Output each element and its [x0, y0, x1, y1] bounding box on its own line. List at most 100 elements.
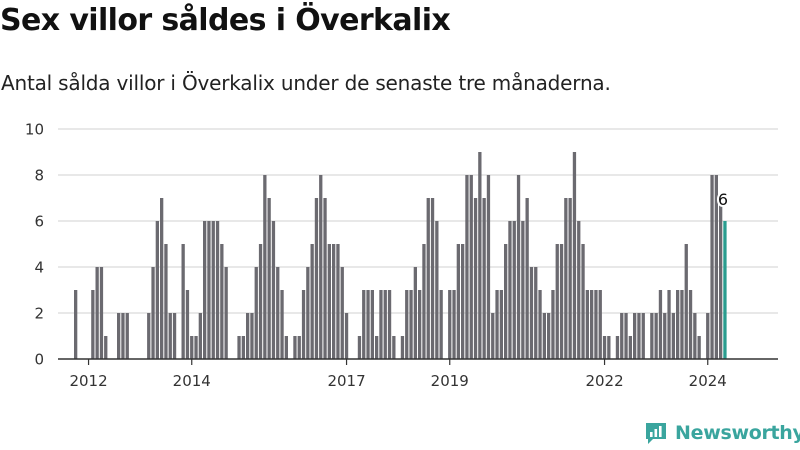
brand-logo: Newsworthy: [644, 421, 800, 445]
bar: [207, 221, 211, 359]
bar: [448, 290, 452, 359]
bar: [172, 313, 177, 359]
bar: [572, 152, 577, 359]
bar: [155, 221, 159, 359]
bar: [409, 290, 413, 359]
bar: [499, 290, 503, 359]
bar: [529, 267, 534, 359]
bar: [602, 336, 607, 359]
bar: [521, 221, 525, 359]
bar: [181, 244, 185, 359]
bar: [375, 336, 379, 359]
bar: [271, 221, 276, 359]
data-labels: 66: [716, 188, 730, 211]
bar: [486, 175, 491, 359]
bar: [590, 290, 594, 359]
bar: [125, 313, 129, 359]
bar: [650, 313, 654, 359]
bar: [542, 313, 546, 359]
bar: [323, 198, 327, 359]
bar: [658, 290, 663, 359]
bar: [405, 290, 409, 359]
chart-subtitle: Antal sålda villor i Överkalix under de …: [1, 71, 611, 95]
bar: [697, 336, 701, 359]
y-tick-label: 8: [34, 167, 44, 185]
bar: [198, 313, 202, 359]
bar: [314, 198, 319, 359]
x-tick-label: 2022: [585, 372, 623, 390]
axes: 0 2 4 6 8 10 2012 2014 2017 2019 2022 2024: [25, 121, 778, 390]
bar: [465, 175, 469, 359]
bar: [663, 313, 667, 359]
bar: [676, 290, 680, 359]
bar: [607, 336, 611, 359]
bar: [654, 313, 658, 359]
bar: [684, 244, 688, 359]
bar: [211, 221, 215, 359]
newsworthy-logo-icon: [646, 423, 666, 444]
bar: [220, 244, 224, 359]
bar: [568, 198, 572, 359]
bar: [357, 336, 362, 359]
bar: [151, 267, 155, 359]
bar: [91, 290, 95, 359]
bar: [473, 198, 478, 359]
bar: [495, 290, 499, 359]
bar: [379, 290, 383, 359]
bar: [585, 290, 589, 359]
bar: [478, 152, 482, 359]
chart-title: Sex villor såldes i Överkalix: [0, 3, 451, 38]
bar: [306, 267, 310, 359]
bar: [469, 175, 473, 359]
bar: [439, 290, 443, 359]
bar: [418, 290, 422, 359]
bar: [280, 290, 284, 359]
x-tick-label: 2012: [69, 372, 107, 390]
bar: [435, 221, 439, 359]
bar: [160, 198, 164, 359]
bar: [366, 290, 370, 359]
bar: [637, 313, 641, 359]
bar: [117, 313, 121, 359]
bar: [246, 313, 250, 359]
bar: [258, 244, 263, 359]
bar: [319, 175, 323, 359]
bar: [710, 175, 714, 359]
bar: [284, 336, 288, 359]
bar: [254, 267, 258, 359]
bar: [74, 290, 78, 359]
bar: [482, 198, 486, 359]
bar: [185, 290, 190, 359]
bar: [628, 336, 632, 359]
bar: [624, 313, 628, 359]
bar: [508, 221, 512, 359]
bar: [370, 290, 374, 359]
bar: [224, 267, 228, 359]
bar: [719, 198, 723, 359]
bar: [706, 313, 710, 359]
bar: [241, 336, 245, 359]
bar: [95, 267, 99, 359]
bar: [581, 244, 585, 359]
bar: [430, 198, 435, 359]
bar: [340, 267, 344, 359]
bar: [615, 336, 620, 359]
bar: [344, 313, 349, 359]
bar: [237, 336, 241, 359]
bar: [525, 198, 529, 359]
bar: [555, 244, 559, 359]
x-tick-label: 2019: [431, 372, 469, 390]
bar: [267, 198, 271, 359]
bar: [504, 244, 508, 359]
bar: [633, 313, 637, 359]
bar: [327, 244, 331, 359]
bar: [413, 267, 417, 359]
bar: [577, 221, 581, 359]
bar: [263, 175, 267, 359]
bar: [276, 267, 280, 359]
bar: [564, 198, 568, 359]
bar: [534, 267, 538, 359]
bar-latest: [723, 221, 727, 359]
bar: [99, 267, 104, 359]
bar: [641, 313, 645, 359]
